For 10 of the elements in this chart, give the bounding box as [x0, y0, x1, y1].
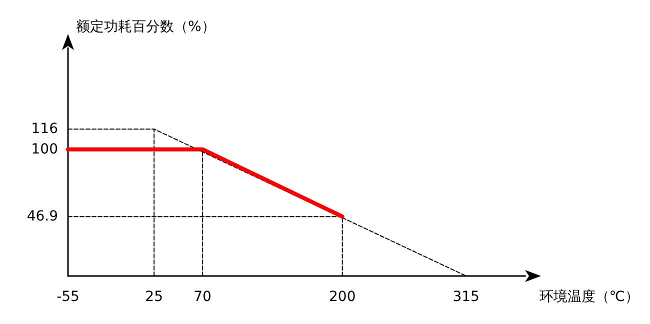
x-tick-label: 70 [194, 289, 212, 305]
y-tick-label: 100 [31, 141, 58, 158]
y-tick-label: 46.9 [26, 208, 58, 225]
x-tick-label: 25 [145, 289, 163, 305]
y-axis-title: 额定功耗百分数（%） [76, 19, 216, 35]
y-tick-label: 116 [31, 121, 58, 138]
x-tick-label: 200 [329, 289, 356, 305]
x-tick-label: 315 [452, 289, 480, 305]
x-tick-label: -55 [56, 289, 80, 305]
x-axis-title: 环境温度（℃） [539, 289, 640, 305]
